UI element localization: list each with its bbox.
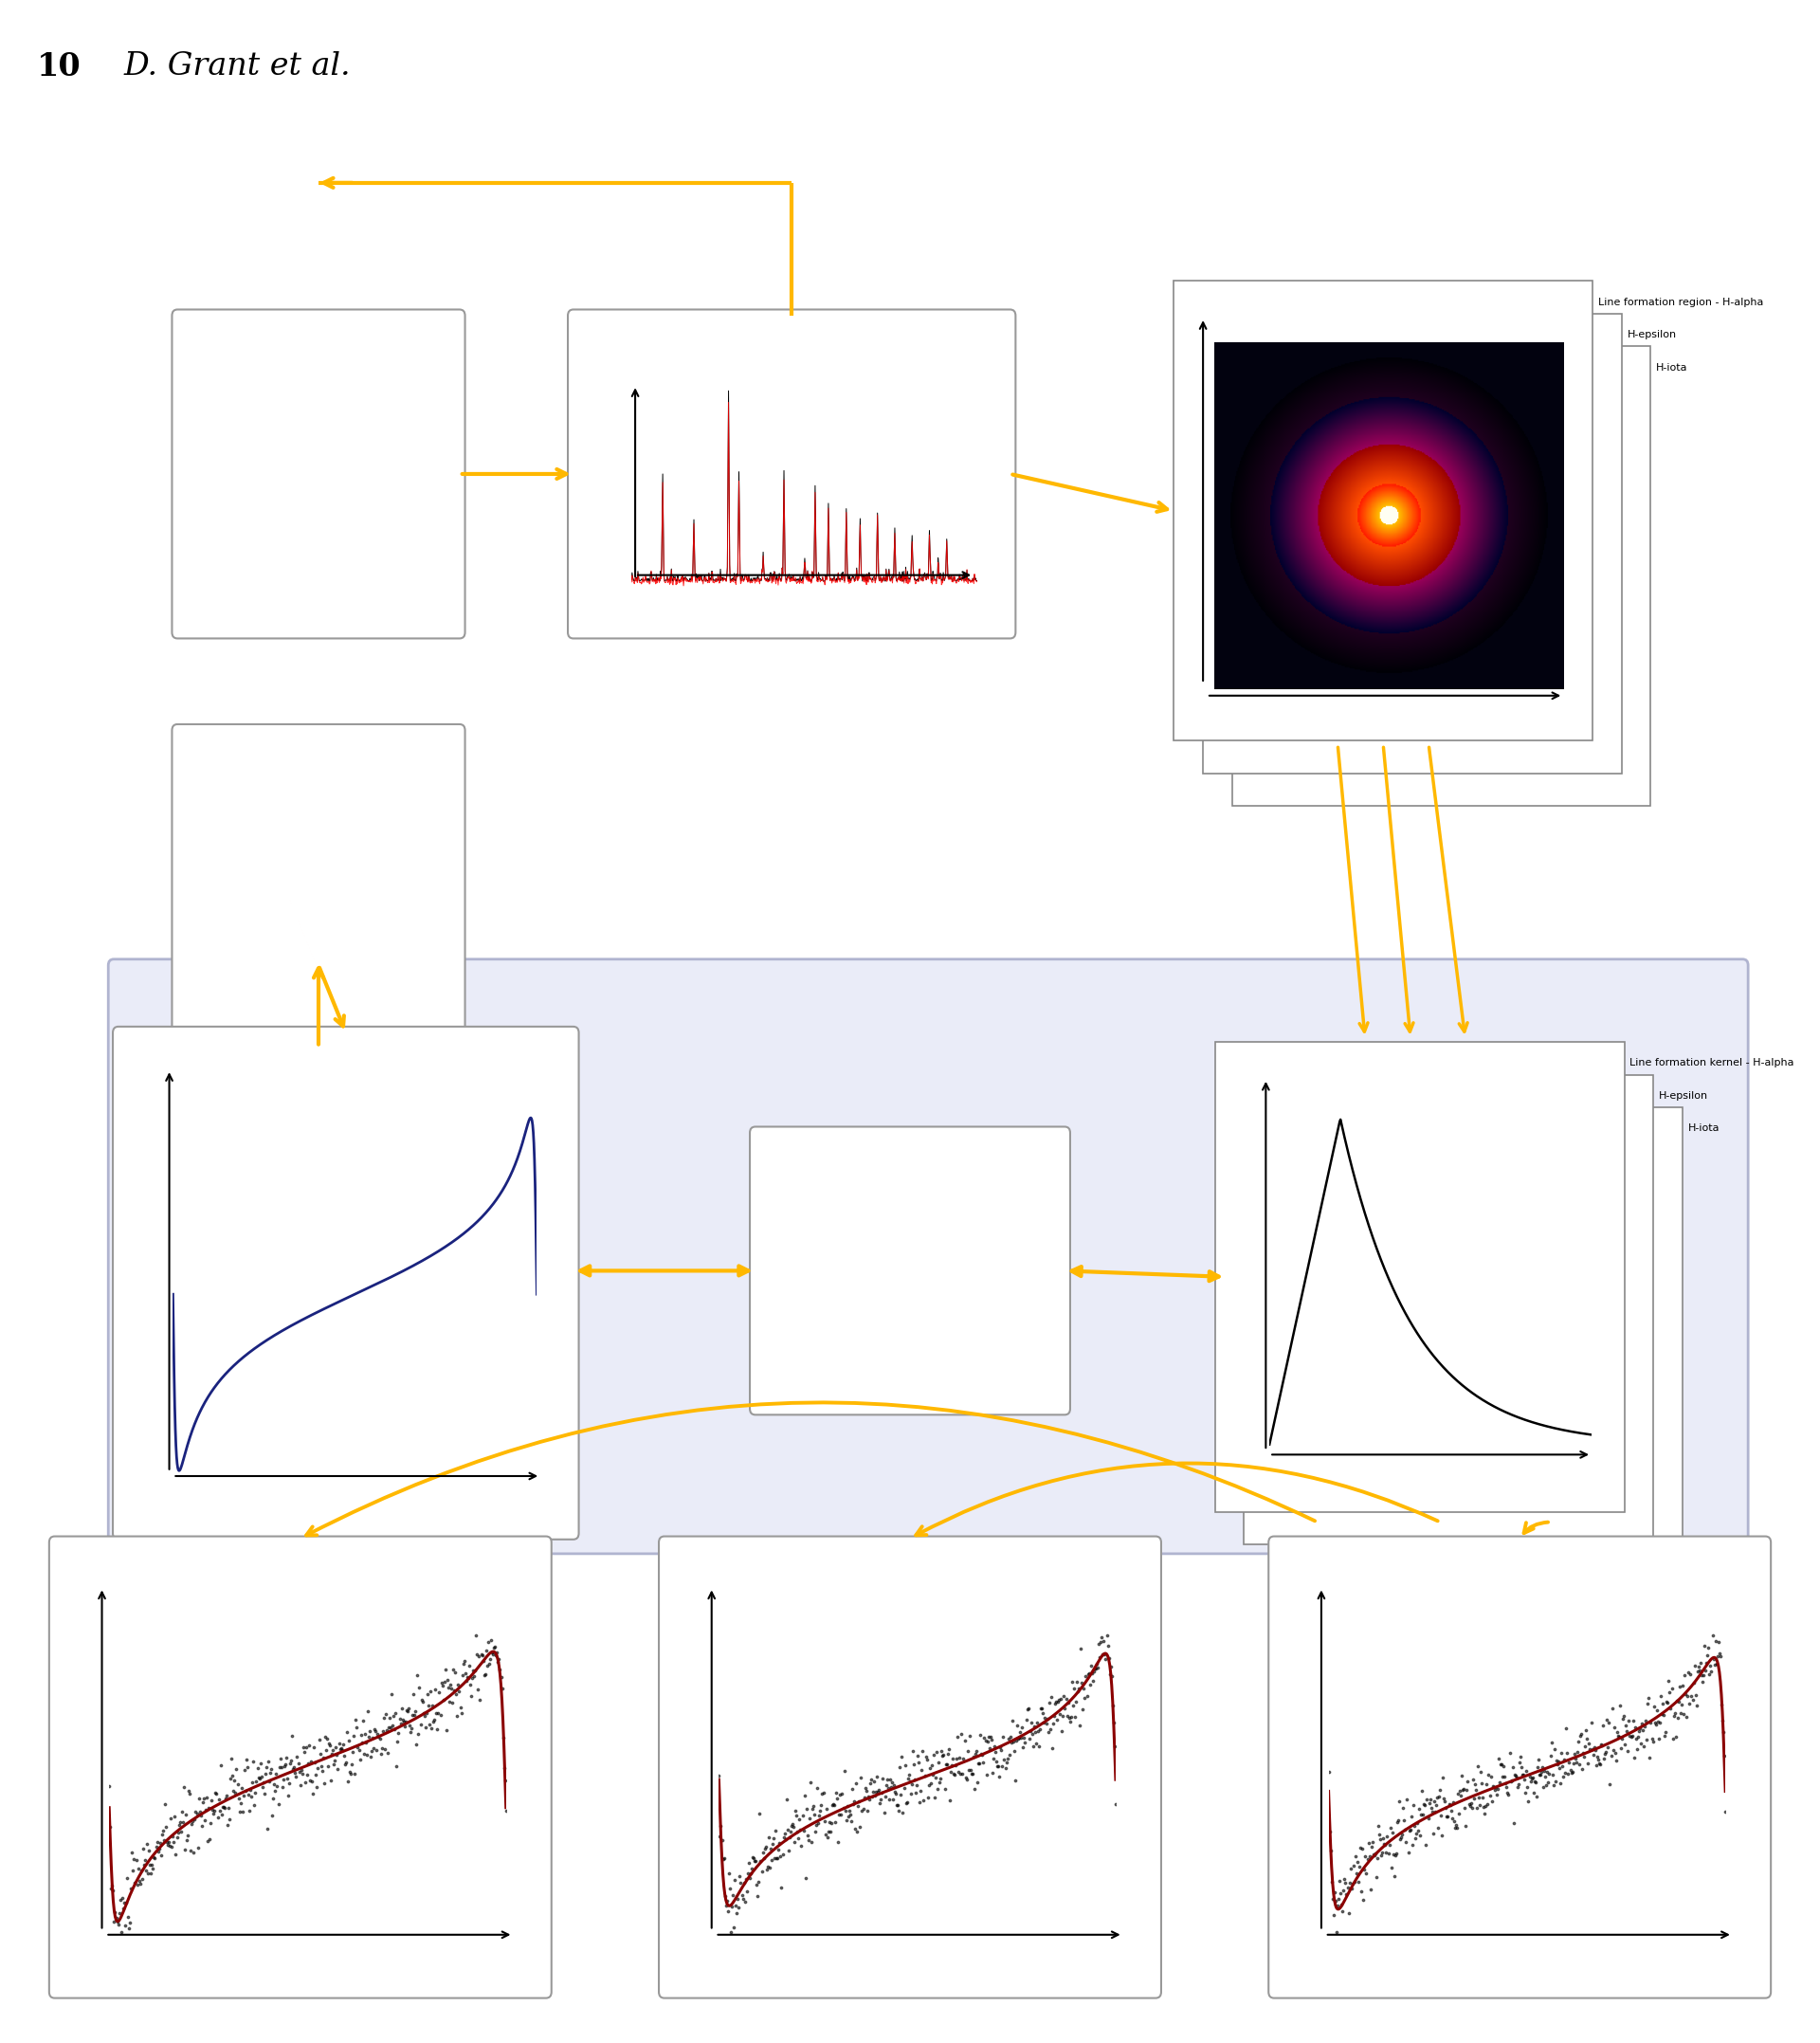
FancyBboxPatch shape — [171, 308, 466, 637]
Text: Keplerian radial velocity: Keplerian radial velocity — [255, 1054, 437, 1066]
FancyBboxPatch shape — [568, 308, 1016, 637]
Text: 10: 10 — [36, 51, 80, 82]
Text: Velocity: Velocity — [681, 1743, 692, 1792]
Text: x: x — [1370, 713, 1378, 727]
Text: CKM fit to observations - H-iota: CKM fit to observations - H-iota — [1407, 1563, 1633, 1575]
Bar — [1274, 1107, 1682, 1577]
FancyBboxPatch shape — [750, 1128, 1070, 1414]
FancyBboxPatch shape — [109, 960, 1747, 1553]
Text: CKM fit to observations - H-alpha: CKM fit to observations - H-alpha — [182, 1563, 419, 1575]
Text: H-iota: H-iota — [1689, 1124, 1720, 1134]
Text: $\lambda$: $\lambda$ — [801, 607, 808, 621]
Bar — [1174, 280, 1592, 742]
Text: H-epsilon: H-epsilon — [1660, 1091, 1709, 1101]
Bar — [1203, 313, 1622, 774]
Bar — [1216, 1042, 1623, 1512]
Text: D. Grant et al.: D. Grant et al. — [124, 51, 351, 82]
Text: Line formation kernel - H-alpha: Line formation kernel - H-alpha — [1631, 1058, 1795, 1068]
FancyBboxPatch shape — [49, 1536, 551, 1998]
Text: Time: Time — [1403, 1487, 1436, 1500]
Text: $T_0$  e  k  $\gamma$: $T_0$ e k $\gamma$ — [269, 966, 368, 989]
Text: Time: Time — [329, 1508, 362, 1520]
Text: Stellar
Atmosphere
Model: Stellar Atmosphere Model — [260, 388, 377, 445]
Text: $\dot{M}$   $V_{\infty}$   $R_{\star}$: $\dot{M}$ $V_{\infty}$ $R_{\star}$ — [268, 550, 369, 576]
FancyBboxPatch shape — [113, 1026, 579, 1540]
Text: Flux: Flux — [608, 476, 619, 501]
Text: Keplerian
Orbital
Model: Keplerian Orbital Model — [273, 803, 364, 860]
Text: Time: Time — [894, 1967, 926, 1980]
Text: Line formation region - H-alpha: Line formation region - H-alpha — [1299, 306, 1474, 319]
Bar — [1245, 1075, 1653, 1545]
Text: Time: Time — [284, 1967, 317, 1980]
Text: z: z — [1179, 531, 1194, 537]
Text: H-iota: H-iota — [1656, 364, 1687, 372]
Text: H-epsilon: H-epsilon — [1627, 331, 1676, 339]
Text: Synthetic spectrum fit to observations: Synthetic spectrum fit to observations — [641, 333, 943, 347]
Text: Velocity: Velocity — [71, 1743, 82, 1792]
Text: Convolutional
Keplerian
Motion: Convolutional Keplerian Motion — [839, 1240, 981, 1301]
Text: CKM fit to observations - H-epsilon: CKM fit to observations - H-epsilon — [786, 1563, 1034, 1575]
Bar — [1232, 347, 1651, 807]
Text: $\lambda_r$: $\lambda_r$ — [1228, 1269, 1245, 1285]
Text: Velocity: Velocity — [133, 1256, 147, 1310]
Text: Velocity: Velocity — [1290, 1743, 1301, 1792]
Text: Time: Time — [1503, 1967, 1536, 1980]
Text: Line formation kernel - H-alpha: Line formation kernel - H-alpha — [1332, 1062, 1507, 1075]
Text: Line formation region - H-alpha: Line formation region - H-alpha — [1598, 298, 1764, 306]
FancyBboxPatch shape — [1269, 1536, 1771, 1998]
FancyBboxPatch shape — [171, 725, 466, 1054]
FancyBboxPatch shape — [659, 1536, 1161, 1998]
